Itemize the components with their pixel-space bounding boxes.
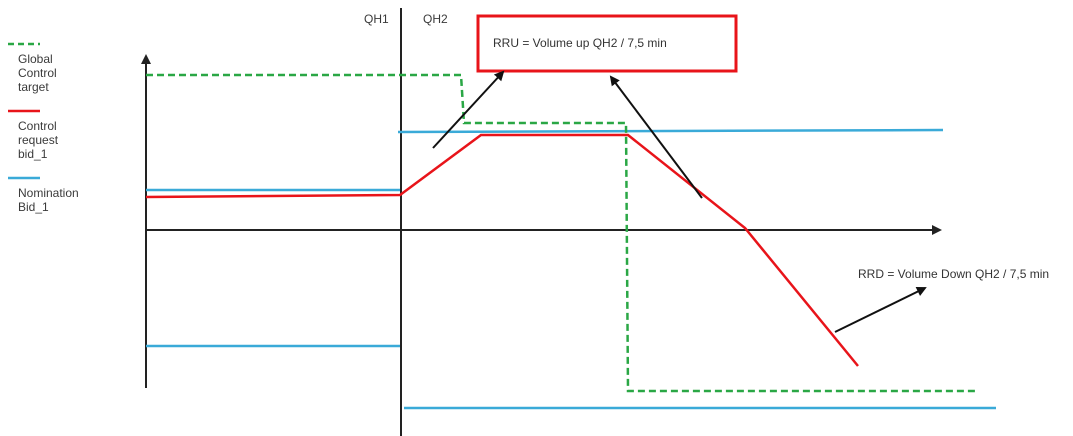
rru-annotation-text: RRU = Volume up QH2 / 7,5 min: [493, 36, 667, 50]
rru-annotation-box: [476, 14, 738, 73]
legend-label-control-request: Control request bid_1: [18, 119, 61, 161]
legend-label-line: Global: [18, 52, 53, 66]
legend-label-line: Control: [18, 66, 57, 80]
legend-label-line: Nomination: [18, 186, 79, 200]
series-control-request-bid-1: [145, 133, 859, 367]
series-global-control-target: [146, 73, 975, 393]
legend-label-global-control-target: Global Control target: [18, 52, 60, 94]
rrd-pointer-arrow: [834, 287, 927, 333]
legend-label-line: bid_1: [18, 147, 48, 161]
legend-label-line: target: [18, 80, 49, 94]
legend-label-line: Control: [18, 119, 57, 133]
period-label-qh1: QH1: [364, 12, 389, 26]
rru-pointer-arrow-right: [609, 75, 703, 199]
legend-label-line: Bid_1: [18, 200, 49, 214]
nomination-segment: [397, 128, 944, 134]
rru-pointer-arrow-left: [432, 70, 505, 149]
legend-label-line: request: [18, 133, 59, 147]
period-label-qh2: QH2: [423, 12, 448, 26]
legend: Global Control target Control request bi…: [8, 42, 82, 214]
legend-label-nomination: Nomination Bid_1: [18, 186, 82, 214]
rrd-annotation-text: RRD = Volume Down QH2 / 7,5 min: [858, 267, 1049, 281]
series-nomination-bid-1: [146, 128, 996, 410]
